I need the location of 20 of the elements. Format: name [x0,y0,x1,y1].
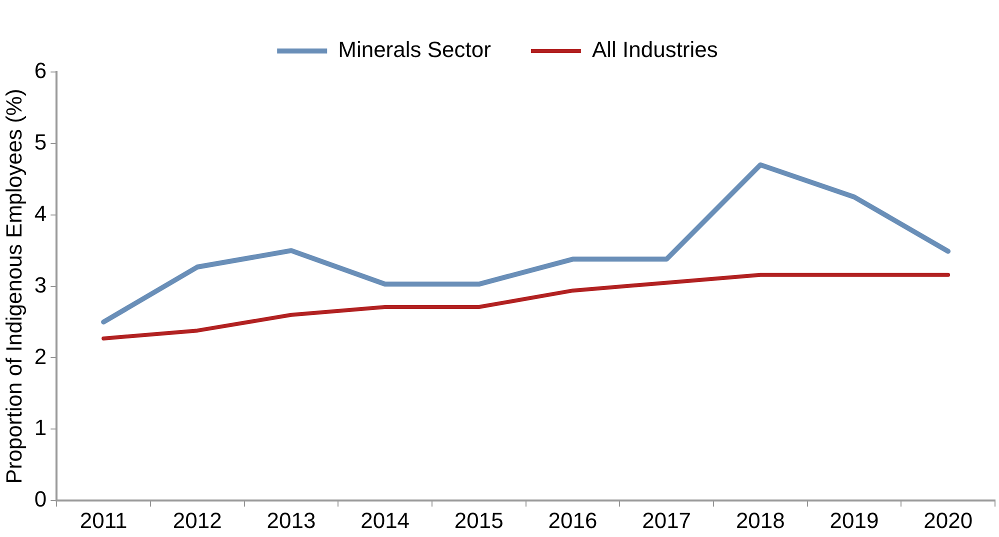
legend-label: Minerals Sector [338,37,491,62]
y-tick-label: 2 [34,344,47,369]
legend-label: All Industries [592,37,718,62]
y-tick-label: 6 [34,58,47,84]
x-tick-label: 2020 [924,508,973,533]
y-tick-label: 5 [34,129,47,154]
x-tick-label: 2015 [454,508,504,533]
x-tick-label: 2014 [360,508,410,533]
x-tick-label: 2019 [830,508,879,533]
x-tick-label: 2012 [172,508,222,533]
x-tick-label: 2011 [80,508,128,533]
x-tick-label: 2017 [642,508,692,533]
y-tick-label: 3 [34,272,47,298]
y-tick-label: 4 [34,200,47,226]
y-axis-title: Proportion of Indigenous Employees (%) [1,88,26,484]
x-tick-label: 2016 [548,508,598,533]
y-tick-label: 0 [34,486,47,512]
y-tick-label: 1 [34,415,47,440]
x-tick-label: 2013 [266,508,316,533]
x-tick-label: 2018 [736,508,785,533]
